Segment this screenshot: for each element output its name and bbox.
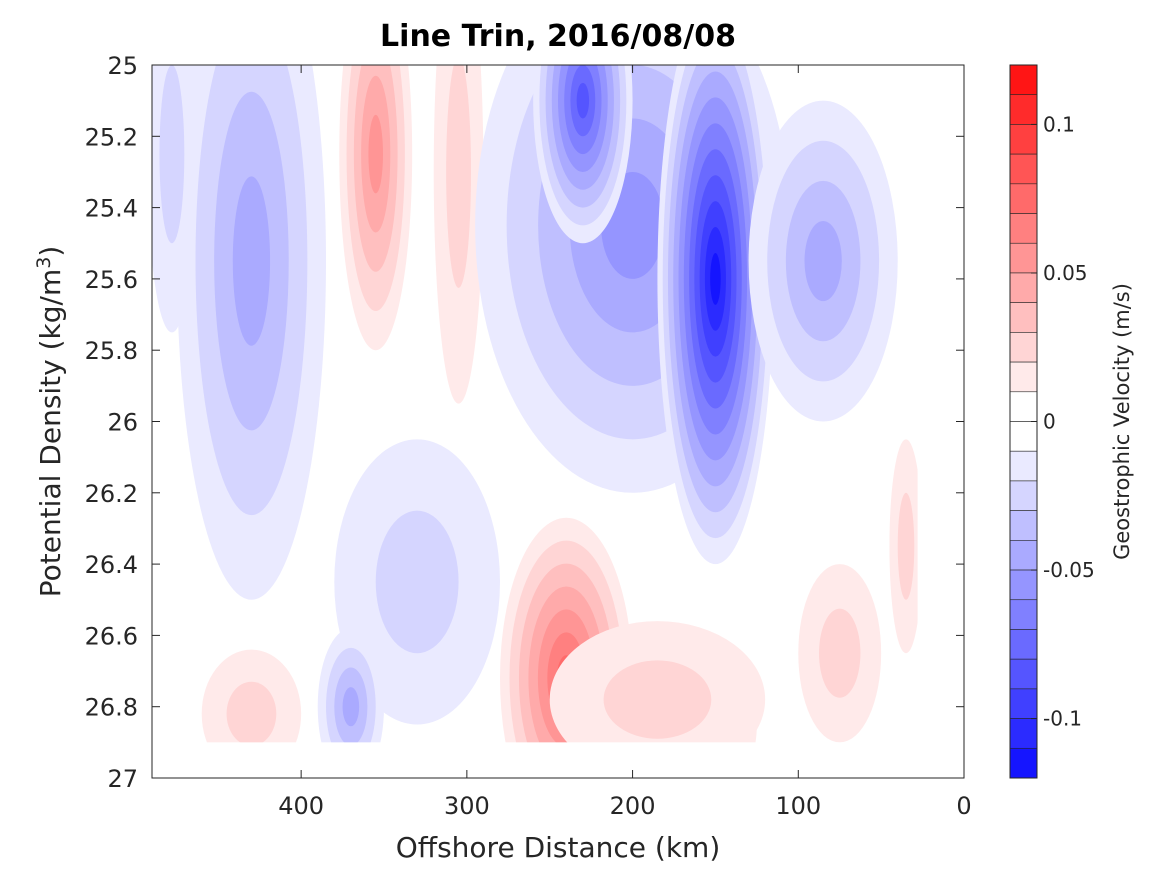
- colorbar-tick-label: -0.05: [1043, 558, 1095, 582]
- contour-band-near-neg-11: [710, 252, 721, 305]
- contour-band-outer-neg-4: [232, 176, 271, 346]
- colorbar-tick-label: 0.05: [1043, 261, 1088, 285]
- contour-band-coast-pos-2: [897, 492, 915, 600]
- contour-band-deep-pos-wide-2: [603, 660, 712, 739]
- colorbar-level: [1009, 183, 1038, 214]
- contour-band-deep-neg-4: [342, 687, 360, 727]
- y-tick-label: 26.4: [85, 551, 138, 579]
- colorbar: 0.1 0.05 0 -0.05 -0.1: [1009, 64, 1095, 779]
- colorbar-tick-label: -0.1: [1043, 707, 1082, 731]
- contour-band-far-neg-2: [159, 65, 185, 244]
- colorbar-label: Geostrophic Velocity (m/s): [1110, 283, 1134, 560]
- colorbar-level: [1009, 421, 1038, 452]
- y-tick-label: 25.4: [85, 195, 138, 223]
- colorbar-level: [1009, 569, 1038, 601]
- y-axis-label-main: Potential Density (kg/m: [34, 269, 67, 598]
- colorbar-level: [1009, 272, 1038, 303]
- colorbar-level: [1009, 361, 1038, 393]
- chart-title: Line Trin, 2016/08/08: [380, 19, 736, 54]
- y-tick-label: 25.6: [85, 266, 138, 294]
- y-tick-label: 26.2: [85, 480, 138, 508]
- y-axis-label-superscript: 3: [33, 257, 55, 269]
- contour-band-mid-neg-8: [576, 82, 590, 119]
- colorbar-level: [1009, 450, 1038, 482]
- colorbar-level: [1009, 480, 1038, 511]
- colorbar-level: [1009, 64, 1038, 96]
- colorbar-level: [1009, 540, 1038, 571]
- y-tick-label: 26.8: [85, 694, 138, 722]
- contour-band-mid-tongue-neg-2: [375, 510, 459, 654]
- colorbar-level: [1009, 599, 1038, 630]
- colorbar-level: [1009, 747, 1038, 779]
- x-tick-label: 0: [956, 792, 971, 820]
- y-tick-label: 26: [107, 409, 138, 437]
- contour-band-far-deep-pos-2: [226, 681, 277, 746]
- colorbar-level: [1009, 629, 1038, 660]
- x-tick-label: 300: [444, 792, 490, 820]
- x-axis-label: Offshore Distance (km): [396, 831, 721, 864]
- y-axis-label-close: ): [34, 246, 67, 257]
- contour-band-shelf-deep-pos-2: [819, 608, 861, 698]
- x-tick-label: 400: [278, 792, 324, 820]
- colorbar-level: [1009, 688, 1038, 719]
- x-axis: 400 300 200 100 0: [278, 65, 972, 820]
- y-tick-label: 27: [107, 765, 138, 793]
- contour-band-shelf-neg-4: [804, 220, 842, 302]
- colorbar-level: [1009, 242, 1038, 274]
- colorbar-level: [1009, 658, 1038, 690]
- colorbar-level: [1009, 153, 1038, 185]
- colorbar-level: [1009, 94, 1038, 125]
- colorbar-level: [1009, 124, 1038, 155]
- colorbar-level: [1009, 510, 1038, 541]
- x-tick-label: 100: [775, 792, 821, 820]
- colorbar-tick-label: 0.1: [1043, 112, 1075, 136]
- colorbar-level: [1009, 391, 1038, 422]
- colorbar-level: [1009, 302, 1038, 333]
- colorbar-tick-label: 0: [1043, 410, 1056, 434]
- y-tick-label: 25: [107, 52, 138, 80]
- y-axis-label: Potential Density (kg/m3): [33, 246, 67, 598]
- colorbar-level: [1009, 718, 1038, 749]
- colorbar-level: [1009, 332, 1038, 363]
- no-data-bottom: [152, 742, 964, 778]
- colorbar-level: [1009, 213, 1038, 244]
- contour-band-upper-pos-2-2: [446, 65, 471, 288]
- contour-band-upper-pos-5: [368, 114, 384, 194]
- y-tick-label: 25.8: [85, 337, 138, 365]
- contour-field: [152, 65, 964, 778]
- x-tick-label: 200: [610, 792, 656, 820]
- y-tick-label: 25.2: [85, 123, 138, 151]
- y-tick-label: 26.6: [85, 622, 138, 650]
- y-axis: 25 25.2 25.4 25.6 25.8 26 26.2 26.4 26.6 26.8 27: [85, 52, 964, 793]
